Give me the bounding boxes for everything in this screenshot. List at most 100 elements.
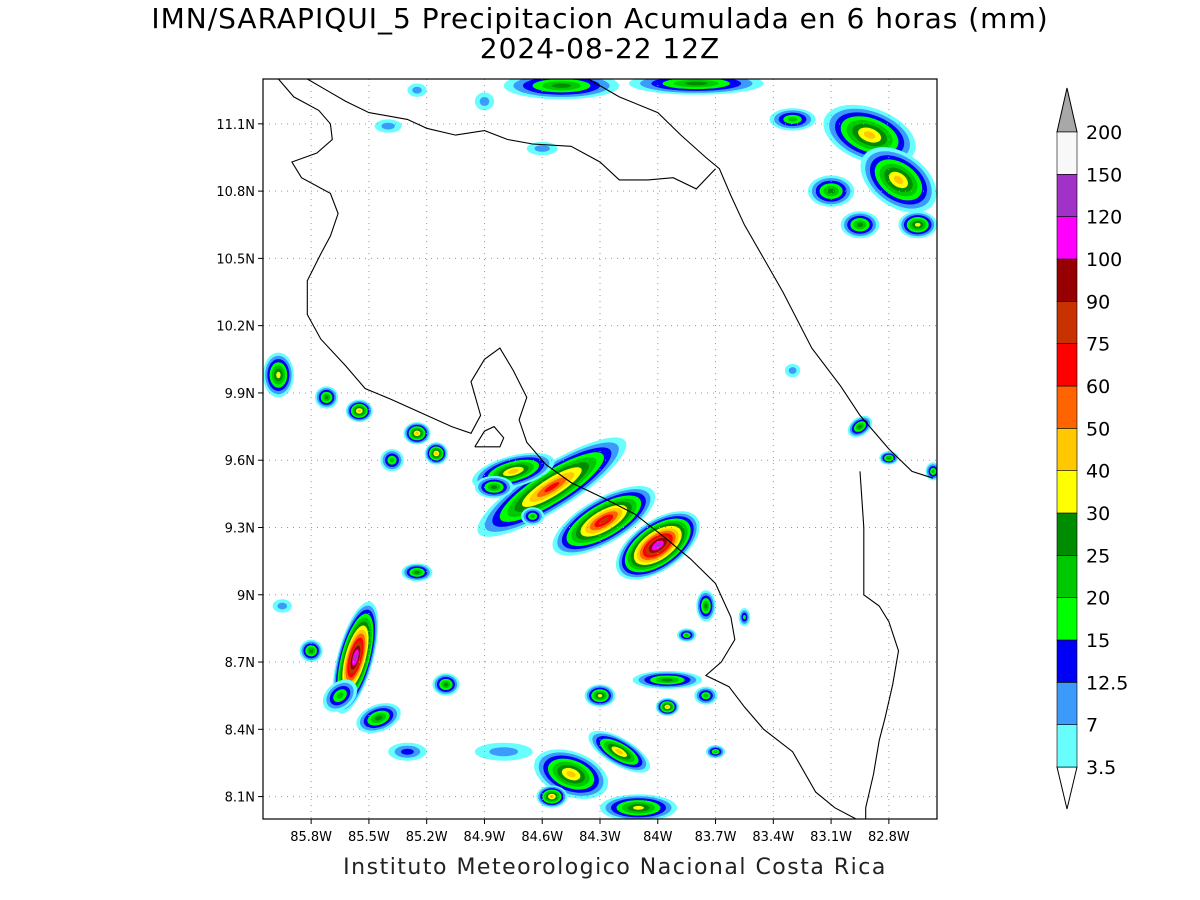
colorbar-swatch xyxy=(1056,428,1078,471)
precip-contour-25 xyxy=(551,83,572,88)
lon-tick-label: 83.4W xyxy=(752,830,794,845)
coastline-segment xyxy=(588,79,934,479)
lat-tick-label: 10.2N xyxy=(216,320,255,335)
precip-cell xyxy=(696,590,716,622)
precip-contour-30 xyxy=(597,694,603,698)
lon-tick-label: 84.3W xyxy=(579,830,621,845)
precip-contour-40 xyxy=(893,175,904,185)
colorbar-label: 30 xyxy=(1086,503,1110,525)
precip-contour-120 xyxy=(353,653,358,662)
lat-tick-label: 11.1N xyxy=(216,118,255,133)
precip-cell xyxy=(823,104,916,166)
precip-cell xyxy=(655,697,679,716)
precip-cell xyxy=(552,485,656,556)
colorbar-under-arrow xyxy=(1056,766,1078,810)
precip-cell xyxy=(677,628,697,642)
precip-cell xyxy=(600,794,678,819)
colorbar-label: 200 xyxy=(1086,122,1122,144)
precip-contour-75 xyxy=(599,517,609,524)
colorbar-swatch xyxy=(1056,301,1078,344)
precip-contour-20 xyxy=(389,458,395,463)
colorbar-label: 25 xyxy=(1086,545,1110,567)
colorbar-swatch xyxy=(1056,555,1078,598)
lon-tick-label: 84W xyxy=(643,830,673,845)
precip-contour-7 xyxy=(412,86,422,94)
precip-contour-30 xyxy=(914,222,921,227)
precip-contour-7 xyxy=(479,96,490,106)
map-valid-time: 2024-08-22 12Z xyxy=(479,32,721,65)
lon-tick-label: 85.2W xyxy=(406,830,448,845)
precip-cell xyxy=(584,684,616,707)
colorbar-label: 7 xyxy=(1086,715,1098,737)
precip-contour-30 xyxy=(633,805,645,810)
colorbar-swatch xyxy=(1056,174,1078,217)
lat-lon-grid xyxy=(263,79,937,819)
coastline-segment xyxy=(307,79,716,190)
lon-tick-label: 85.5W xyxy=(348,830,390,845)
precip-cell xyxy=(401,563,433,582)
precip-contour-7 xyxy=(788,367,797,374)
precip-contour-25 xyxy=(309,648,314,653)
lon-tick-label: 84.9W xyxy=(464,830,506,845)
precip-cell xyxy=(694,686,718,705)
precip-cell xyxy=(345,399,373,423)
lat-tick-label: 10.5N xyxy=(216,252,255,267)
precip-cell xyxy=(628,79,764,95)
lat-tick-label: 10.8N xyxy=(216,185,255,200)
colorbar-swatch xyxy=(1056,216,1078,260)
precip-contour-25 xyxy=(324,395,329,400)
precip-contour-25 xyxy=(490,485,498,490)
footer-credit: Instituto Meteorologico Nacional Costa R… xyxy=(343,855,887,880)
precip-contour-40 xyxy=(415,431,419,435)
axis-ticks: 11.1N 10.8N 10.5N 10.2N 9.9N 9.6N 9.3N 9N 8.7N 8.… xyxy=(216,118,910,845)
precip-contour-40 xyxy=(863,131,876,139)
precip-cell xyxy=(314,386,339,409)
coastline-segment xyxy=(859,471,900,819)
precip-contour-25 xyxy=(414,570,420,574)
precip-cell xyxy=(432,673,460,696)
precip-contour-20 xyxy=(703,693,709,698)
precip-cell xyxy=(898,211,937,239)
colorbar-swatch xyxy=(1056,724,1078,768)
precip-contour-20 xyxy=(684,633,689,637)
colorbar-label: 100 xyxy=(1086,249,1122,271)
colorbar-label: 15 xyxy=(1086,630,1110,652)
precip-contour-40 xyxy=(434,452,438,455)
precip-cell xyxy=(840,211,880,239)
precip-cell xyxy=(374,119,402,133)
precip-contour-40 xyxy=(666,705,669,708)
lat-tick-label: 9.9N xyxy=(225,387,255,402)
precip-contour-30 xyxy=(276,371,281,379)
precip-cell xyxy=(632,670,703,689)
coastline xyxy=(277,79,934,819)
precip-contour-25 xyxy=(661,678,674,682)
precip-contour-25 xyxy=(704,603,708,609)
lat-tick-label: 9.6N xyxy=(225,454,255,469)
precipitation-field xyxy=(263,79,937,819)
colorbar-swatch xyxy=(1056,597,1078,641)
precip-contour-25 xyxy=(857,424,862,429)
colorbar-swatch xyxy=(1056,343,1078,387)
colorbar-label: 50 xyxy=(1086,418,1110,440)
precip-contour-25 xyxy=(827,188,835,194)
precip-contour-7 xyxy=(381,122,395,130)
colorbar-legend: 3.5 7 12.5 15 20 25 30 40 50 60 75 90 100 120 150 200 xyxy=(1056,87,1128,810)
precip-cell xyxy=(847,415,873,438)
precip-contour-20 xyxy=(787,117,798,122)
coastline-segment xyxy=(277,79,857,819)
lat-tick-label: 8.7N xyxy=(225,656,255,671)
precip-cell xyxy=(769,108,816,131)
colorbar-label: 12.5 xyxy=(1086,672,1128,694)
colorbar-swatch xyxy=(1056,470,1078,514)
precip-contour-7 xyxy=(277,602,288,610)
precip-contour-25 xyxy=(374,715,383,721)
precip-cell xyxy=(807,175,855,207)
colorbar-label: 40 xyxy=(1086,461,1110,483)
precip-contour-40 xyxy=(508,469,519,474)
precip-cell xyxy=(263,352,294,398)
precip-cell xyxy=(380,449,404,472)
precip-contour-25 xyxy=(856,222,864,227)
lon-tick-label: 83.7W xyxy=(695,830,737,845)
colorbar-label: 20 xyxy=(1086,588,1110,610)
precip-cell xyxy=(424,442,448,465)
